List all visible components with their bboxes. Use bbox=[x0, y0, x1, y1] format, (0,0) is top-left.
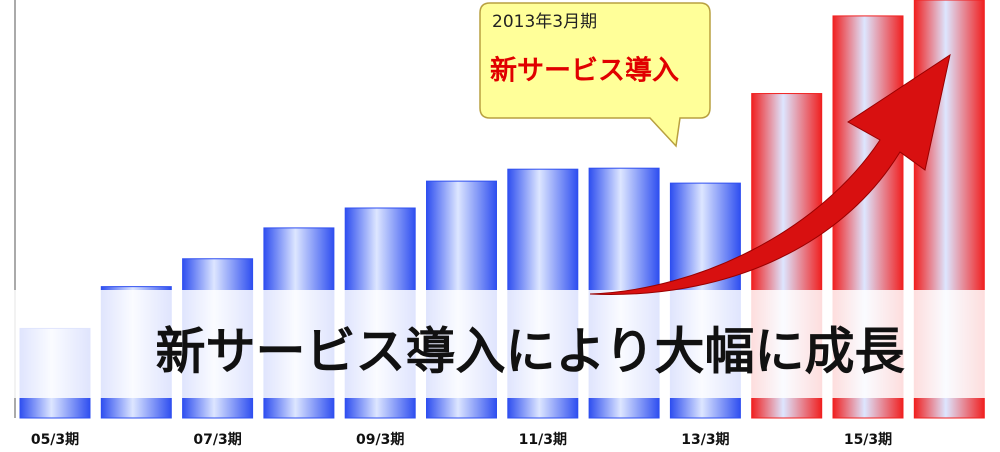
callout-date: 2013年3月期 bbox=[492, 12, 597, 32]
x-tick-label: 07/3期 bbox=[193, 432, 241, 448]
callout bbox=[479, 2, 711, 148]
x-tick-label: 11/3期 bbox=[519, 432, 567, 448]
x-tick-label: 15/3期 bbox=[844, 432, 892, 448]
banner-band bbox=[0, 290, 1000, 398]
x-tick-label: 09/3期 bbox=[356, 432, 404, 448]
banner-text: 新サービス導入により大幅に成長 bbox=[156, 323, 906, 381]
growth-arrow bbox=[589, 53, 951, 295]
callout-text: 新サービス導入 bbox=[490, 55, 679, 87]
x-tick-label: 13/3期 bbox=[681, 432, 729, 448]
x-tick-label: 05/3期 bbox=[31, 432, 79, 448]
